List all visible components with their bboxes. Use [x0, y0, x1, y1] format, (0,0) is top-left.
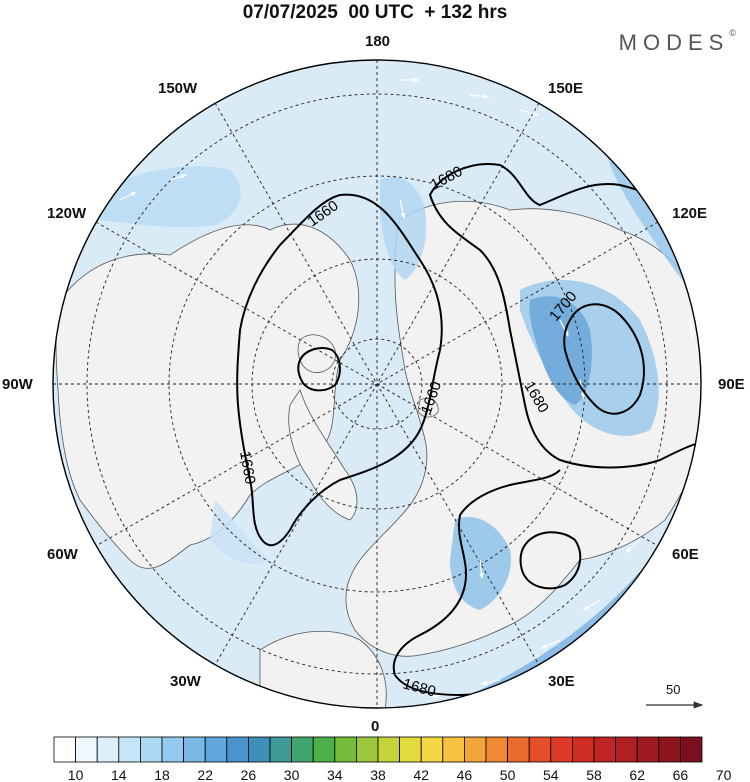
colorbar-tick-label: 10 [68, 767, 84, 782]
colorbar-swatch [442, 736, 465, 763]
colorbar-tick-label: 30 [284, 767, 300, 782]
colorbar-tick-label: 70 [716, 767, 732, 782]
contour-1680-east [428, 163, 701, 469]
colorbar-tick-label: 26 [241, 767, 257, 782]
colorbar-swatch [485, 736, 509, 763]
contour-1660-arctic [236, 193, 443, 547]
colorbar-swatch [75, 736, 98, 763]
contour-1700 [563, 303, 645, 415]
colorbar-swatch [377, 736, 401, 763]
colorbar-swatch [312, 736, 336, 763]
lon-label-120w: 120W [47, 205, 87, 222]
globe-outline [52, 59, 702, 709]
wind-vector [399, 199, 406, 220]
wind-vector [169, 174, 188, 181]
colorbar-swatch [247, 736, 271, 763]
colorbar-swatch [399, 736, 422, 763]
contour-1660-small [297, 347, 341, 392]
colorbar-swatch [183, 736, 206, 763]
colorbar-swatch [507, 736, 530, 763]
logo-mark: © [729, 28, 736, 38]
geopotential-contours [236, 163, 701, 697]
wind-vector [559, 319, 569, 338]
wind-vector [689, 319, 694, 340]
logo-text: MODES [618, 30, 730, 55]
colorbar-swatch [161, 736, 185, 763]
colorbar-swatch [593, 736, 617, 763]
colorbar-swatch [53, 736, 77, 763]
colorbar-swatch [550, 736, 573, 763]
lon-label-90w: 90W [2, 376, 33, 393]
meridians [53, 60, 701, 708]
lon-label-60w: 60W [47, 546, 78, 563]
wind-vector [119, 191, 138, 201]
colorbar-swatch [572, 736, 595, 763]
jet-band-pacific [100, 166, 241, 228]
colorbar-tick-label: 38 [370, 767, 386, 782]
colorbar-swatch [420, 736, 444, 763]
lon-label-180: 180 [365, 33, 391, 50]
colorbar-swatch [226, 736, 249, 763]
lon-label-0: 0 [371, 718, 380, 735]
lon-label-150w: 150W [158, 80, 198, 97]
lon-label-60e: 60E [672, 546, 699, 563]
colorbar-tick-label: 46 [457, 767, 473, 782]
lon-label-30e: 30E [548, 673, 575, 690]
colorbar-swatch [139, 736, 163, 763]
colorbar-tick-label: 18 [154, 767, 170, 782]
colorbar-tick-label: 34 [327, 767, 343, 782]
wind-vector [469, 94, 490, 99]
colorbar-tick-label: 62 [629, 767, 645, 782]
colorbar-tick-label: 22 [197, 767, 213, 782]
map-title: 07/07/2025 00 UTC + 132 hrs [242, 2, 508, 23]
greenland-land [288, 389, 358, 521]
colorbar-swatch [355, 736, 379, 763]
colorbar-tick-label: 42 [413, 767, 429, 782]
wind-vector [479, 559, 484, 580]
lon-label-30w: 30W [170, 673, 201, 690]
colorbar-swatch [334, 736, 357, 763]
wind-vector [519, 109, 540, 117]
colorbar-tick-label: 58 [586, 767, 602, 782]
modes-logo: MODES© [618, 28, 736, 56]
colorbar-swatch [291, 736, 314, 763]
reference-vector: 50 [646, 682, 704, 709]
colorbar-swatch [118, 736, 141, 763]
africa-land [259, 630, 387, 708]
colorbar-swatch [658, 736, 681, 763]
colorbar-labels: 10 14 18 22 26 30 34 38 42 46 50 54 58 62 66 70 [68, 767, 732, 782]
wind-vector [625, 539, 641, 553]
colorbar-swatch [528, 736, 552, 763]
colorbar [53, 736, 703, 763]
contour-closed-south [519, 531, 582, 590]
colorbar-tick-label: 66 [673, 767, 689, 782]
colorbar-swatch [204, 736, 228, 763]
colorbar-swatch [269, 736, 293, 763]
colorbar-tick-label: 50 [500, 767, 516, 782]
wind-vector [480, 679, 501, 686]
reference-vector-label: 50 [666, 682, 680, 697]
lon-label-120e: 120E [672, 205, 708, 222]
colorbar-tick-label: 54 [543, 767, 559, 782]
colorbar-swatch [96, 736, 120, 763]
lon-label-150e: 150E [548, 80, 584, 97]
colorbar-swatch [463, 736, 487, 763]
colorbar-swatch [615, 736, 638, 763]
contour-label: 1660 [236, 450, 259, 486]
meridian [95, 221, 659, 547]
map-field: 1660 1680 1700 1680 1660 1660 1680 [53, 60, 701, 708]
wind-vector [540, 639, 561, 649]
colorbar-tick-label: 14 [111, 767, 127, 782]
colorbar-swatch [636, 736, 660, 763]
colorbar-swatch [680, 736, 703, 763]
wind-vector [582, 599, 601, 611]
jet-band-north [380, 176, 427, 280]
jet-band-atlantic [210, 500, 270, 564]
lon-label-90e: 90E [718, 376, 745, 393]
